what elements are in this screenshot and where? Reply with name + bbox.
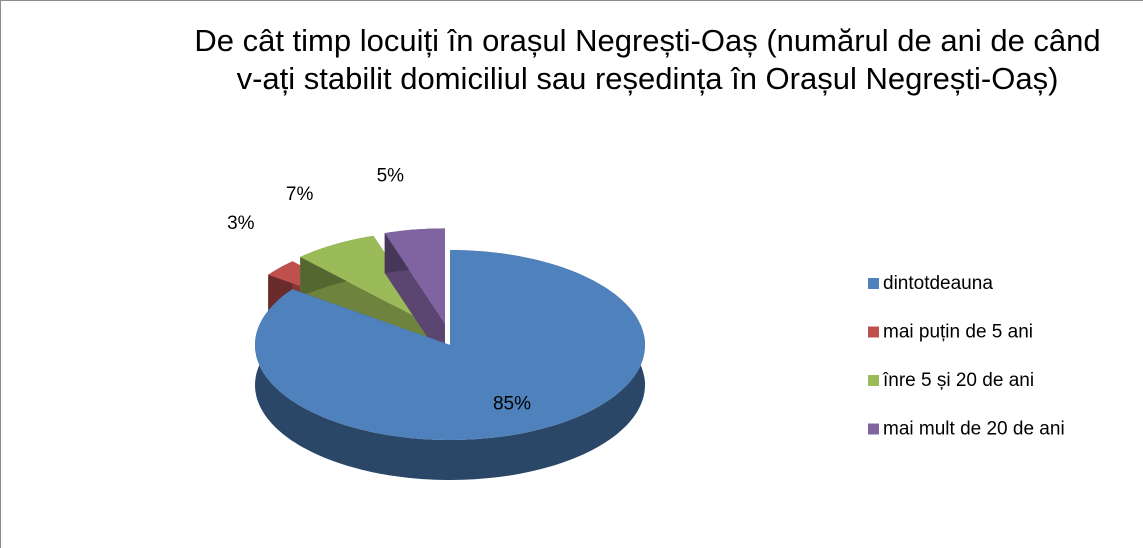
data-label: 85%: [493, 393, 531, 414]
slice-top: [255, 250, 645, 440]
data-label: 7%: [286, 184, 314, 205]
chart-title: De cât timp locuiți în orașul Negrești-O…: [194, 23, 1101, 96]
pie-slice: [384, 228, 445, 364]
legend-swatch: [868, 423, 879, 435]
legend-label: înre 5 și 20 de ani: [882, 370, 1034, 391]
pie-slice: [255, 250, 645, 480]
slice-top: [300, 235, 434, 327]
legend-swatch: [868, 278, 879, 289]
legend-label: dintotdeauna: [883, 273, 993, 294]
slice-top: [384, 228, 445, 324]
legend-swatch: [868, 326, 879, 338]
legend-label: mai mult de 20 de ani: [883, 419, 1065, 440]
data-label: 5%: [377, 165, 405, 186]
legend-swatch: [868, 375, 879, 386]
data-label: 3%: [227, 213, 255, 234]
legend-label: mai puțin de 5 ani: [883, 322, 1033, 343]
